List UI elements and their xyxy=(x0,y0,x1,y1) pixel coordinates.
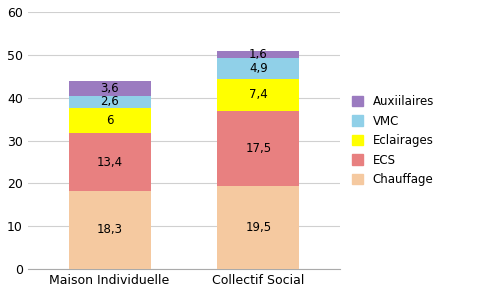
Bar xyxy=(217,111,299,186)
Bar xyxy=(69,191,151,269)
Bar xyxy=(69,108,151,133)
Legend: Auxiilaires, VMC, Eclairages, ECS, Chauffage: Auxiilaires, VMC, Eclairages, ECS, Chauf… xyxy=(349,93,436,188)
Text: 2,6: 2,6 xyxy=(100,96,119,108)
Text: 17,5: 17,5 xyxy=(245,142,272,155)
Bar xyxy=(69,96,151,108)
Text: 3,6: 3,6 xyxy=(100,82,119,95)
Bar xyxy=(69,133,151,191)
Bar xyxy=(217,58,299,79)
Bar xyxy=(69,81,151,96)
Text: 6: 6 xyxy=(106,114,113,127)
Text: 13,4: 13,4 xyxy=(97,156,122,168)
Text: 4,9: 4,9 xyxy=(249,62,268,75)
Text: 1,6: 1,6 xyxy=(249,48,268,61)
Bar xyxy=(217,79,299,111)
Bar xyxy=(217,186,299,269)
Text: 18,3: 18,3 xyxy=(97,223,122,236)
Text: 19,5: 19,5 xyxy=(245,221,272,234)
Text: 7,4: 7,4 xyxy=(249,88,268,101)
Bar xyxy=(217,51,299,58)
